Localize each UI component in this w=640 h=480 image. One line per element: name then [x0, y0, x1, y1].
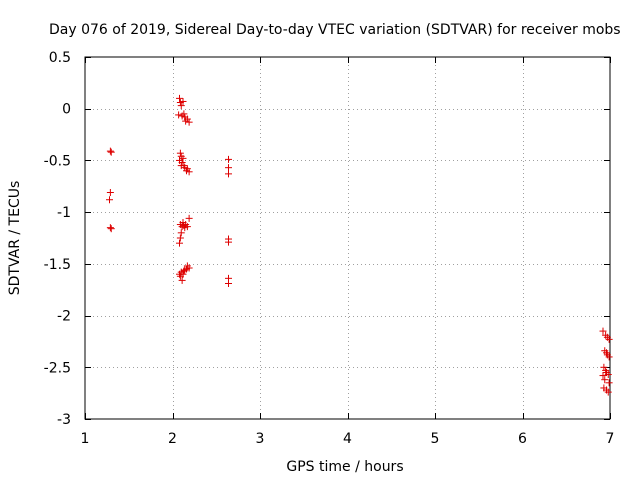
data-point [183, 115, 191, 123]
data-point [601, 376, 609, 384]
data-point [225, 170, 232, 178]
data-point [107, 225, 115, 233]
x-tick-label: 4 [343, 431, 352, 447]
data-point [106, 196, 113, 204]
data-point [177, 229, 185, 237]
y-axis-tick-labels: 0.5 0 -0.5 -1 -1.5 -2 -2.5 -3 [44, 50, 71, 428]
data-point [178, 158, 186, 166]
data-point [185, 168, 193, 176]
data-point [183, 165, 191, 173]
y-tick-label: -1 [57, 205, 71, 221]
data-points [106, 94, 613, 396]
data-point [225, 280, 232, 288]
data-point [225, 155, 232, 163]
data-point [181, 266, 189, 274]
data-point [176, 149, 184, 157]
data-point [185, 118, 193, 126]
data-point [176, 239, 183, 247]
data-point [604, 371, 612, 379]
data-point [225, 164, 232, 172]
data-point [183, 223, 191, 231]
data-point [177, 102, 185, 110]
x-tick-label: 2 [168, 431, 177, 447]
data-point [176, 234, 184, 242]
data-point [106, 147, 114, 155]
data-point [107, 148, 115, 156]
x-tick-label: 5 [431, 431, 440, 447]
y-axis-title: SDTVAR / TECUs [7, 181, 23, 296]
data-point [225, 238, 232, 246]
data-point [179, 154, 187, 162]
y-tick-label: 0 [62, 102, 71, 118]
data-point [179, 97, 187, 105]
data-point [180, 110, 188, 118]
plot-frame [84, 56, 611, 420]
x-axis-tick-labels: 1 2 3 4 5 6 7 [81, 431, 615, 447]
data-point [605, 335, 613, 343]
x-axis-title: GPS time / hours [286, 459, 403, 475]
x-tick-label: 7 [606, 431, 615, 447]
axis-ticks [85, 57, 611, 420]
y-tick-label: -0.5 [44, 153, 71, 169]
data-point [599, 327, 607, 335]
y-tick-label: -2.5 [44, 360, 71, 376]
x-tick-label: 1 [81, 431, 90, 447]
y-tick-label: -3 [57, 412, 71, 428]
data-point [185, 264, 193, 272]
x-tick-label: 6 [518, 431, 527, 447]
data-point [178, 276, 186, 284]
grid-lines [85, 57, 610, 419]
chart-title: Day 076 of 2019, Sidereal Day-to-day VTE… [49, 22, 621, 38]
data-point [106, 224, 114, 232]
y-tick-label: 0.5 [49, 50, 71, 66]
data-point [106, 188, 114, 196]
data-point [176, 94, 183, 102]
data-point [177, 162, 185, 170]
data-point [599, 372, 607, 380]
data-point [604, 388, 612, 396]
data-point [605, 353, 613, 361]
data-point [185, 214, 193, 222]
y-tick-label: -1.5 [44, 257, 71, 273]
data-point [605, 379, 613, 387]
data-point [179, 270, 187, 278]
data-point [175, 111, 183, 119]
data-point [600, 363, 608, 371]
y-tick-label: -2 [57, 309, 71, 325]
x-tick-label: 3 [256, 431, 265, 447]
